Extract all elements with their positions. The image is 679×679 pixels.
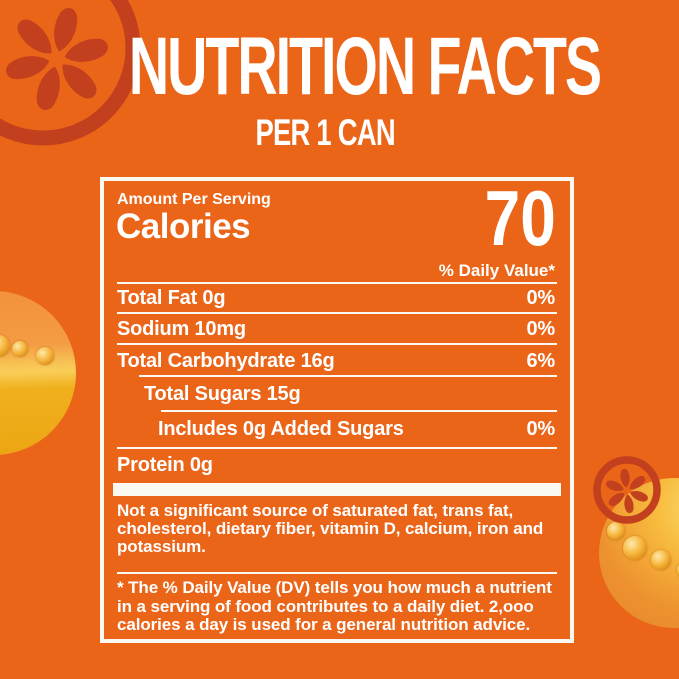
orange-slice-asterisk-icon <box>0 0 141 146</box>
bubble-texture <box>12 341 28 357</box>
divider <box>117 572 557 574</box>
calories-label: Calories <box>116 207 251 246</box>
nutrient-label: Protein 0g <box>117 454 213 476</box>
bubble-texture <box>677 562 679 578</box>
nutrient-value: 0% <box>526 418 555 440</box>
calories-value: 70 <box>484 174 556 262</box>
nutrient-value: 0% <box>526 287 555 309</box>
nutrient-label: Total Sugars 15g <box>144 383 301 405</box>
nutrient-label: Total Fat 0g <box>117 287 226 309</box>
nutrient-value: 6% <box>526 350 555 372</box>
divider <box>161 410 557 412</box>
not-significant-note: Not a significant source of saturated fa… <box>117 501 544 556</box>
divider <box>139 375 557 377</box>
nutrient-value: 0% <box>526 318 555 340</box>
nutrient-row: Includes 0g Added Sugars 0% <box>117 418 555 441</box>
divider <box>117 447 557 449</box>
bubble-texture <box>651 550 671 570</box>
orange-photo-circle-left <box>0 291 76 455</box>
nutrient-row: Sodium 10mg 0% <box>117 318 555 341</box>
nutrient-label: Sodium 10mg <box>117 318 246 340</box>
bubble-texture <box>0 335 10 357</box>
header: NUTRITION FACTS PER 1 CAN <box>18 0 632 153</box>
nutrient-row: Protein 0g <box>117 454 555 477</box>
divider <box>117 312 557 314</box>
amount-per-serving-label: Amount Per Serving <box>117 191 271 208</box>
bubble-texture <box>607 522 625 540</box>
nutrient-label: Includes 0g Added Sugars <box>158 418 404 440</box>
bubble-texture <box>623 536 647 560</box>
divider <box>117 343 557 345</box>
orange-slice-asterisk-icon <box>593 456 661 524</box>
nutrient-row: Total Sugars 15g <box>117 383 555 406</box>
thick-divider <box>113 483 561 496</box>
nutrition-facts-panel: Amount Per Serving Calories 70 % Daily V… <box>100 177 574 643</box>
per-can-subtitle: PER 1 CAN <box>255 112 395 153</box>
nutrient-row: Total Fat 0g 0% <box>117 287 555 310</box>
bubble-texture <box>36 347 54 365</box>
divider <box>117 282 557 284</box>
daily-value-footnote: * The % Daily Value (DV) tells you how m… <box>117 578 552 635</box>
page-title: NUTRITION FACTS <box>128 21 602 112</box>
daily-value-header: % Daily Value* <box>438 261 555 280</box>
nutrient-label: Total Carbohydrate 16g <box>117 350 335 372</box>
nutrient-row: Total Carbohydrate 16g 6% <box>117 350 555 373</box>
